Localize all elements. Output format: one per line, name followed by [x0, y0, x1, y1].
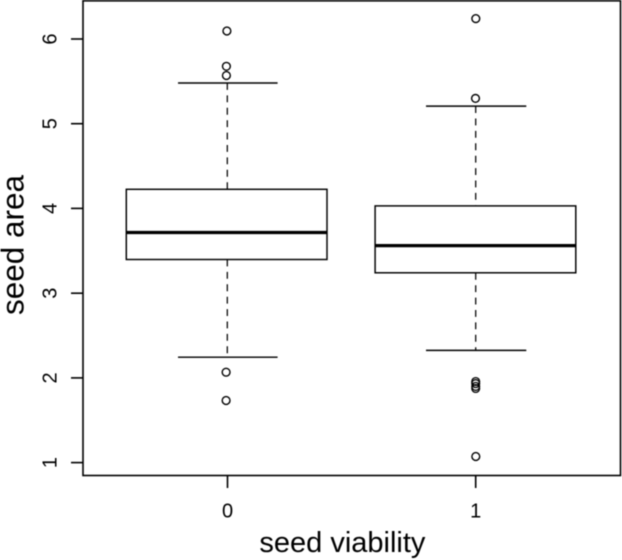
svg-text:1: 1 [470, 501, 481, 523]
svg-text:3: 3 [40, 288, 62, 299]
svg-text:2: 2 [40, 372, 62, 383]
svg-text:6: 6 [40, 33, 62, 44]
svg-text:5: 5 [40, 118, 62, 129]
svg-text:0: 0 [222, 501, 233, 523]
svg-text:seed viability: seed viability [259, 527, 426, 559]
svg-text:4: 4 [40, 203, 62, 214]
svg-text:seed area: seed area [0, 174, 31, 315]
svg-text:1: 1 [40, 457, 62, 468]
